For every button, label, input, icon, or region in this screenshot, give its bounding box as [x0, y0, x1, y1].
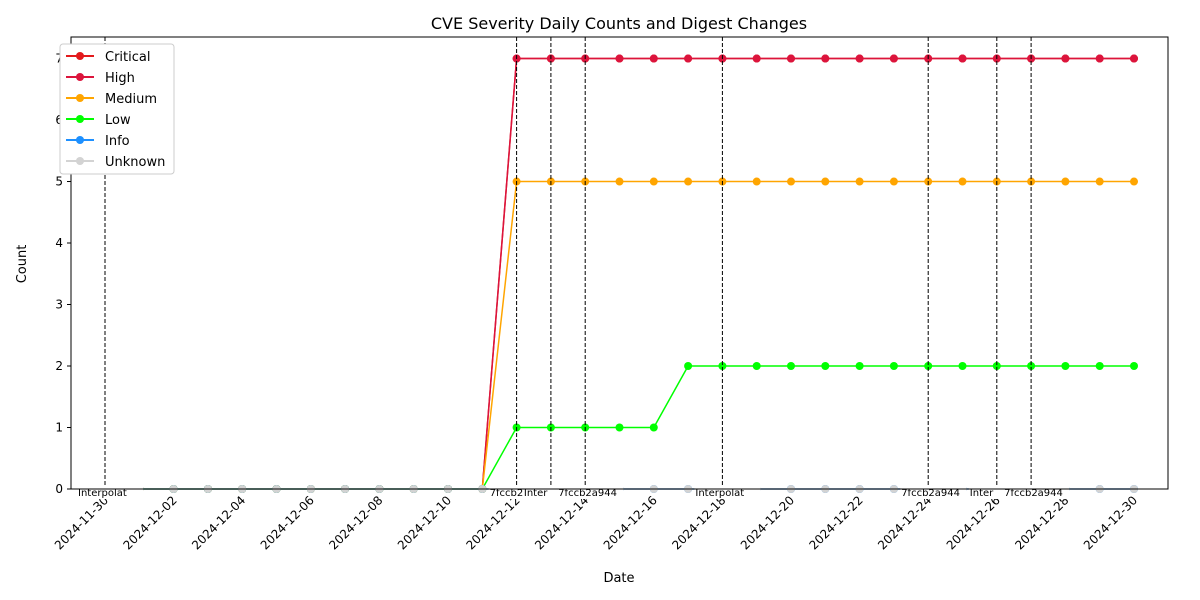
legend-label: Critical: [105, 50, 150, 65]
legend-label: Medium: [105, 92, 157, 107]
data-point-high: [1095, 54, 1104, 63]
data-point-medium: [821, 177, 830, 186]
data-point-high: [649, 54, 658, 63]
data-point-high: [855, 54, 864, 63]
digest-change-label: 7fccb2: [490, 488, 524, 499]
y-tick-label: 2: [55, 359, 63, 373]
data-point-high: [958, 54, 967, 63]
x-tick-label: 2024-12-16: [601, 493, 660, 552]
data-point-low: [855, 362, 864, 371]
x-axis-label: Date: [603, 571, 634, 586]
legend-label: Info: [105, 134, 130, 149]
y-tick-label: 3: [55, 298, 63, 312]
data-point-medium: [1095, 177, 1104, 186]
data-point-high: [787, 54, 795, 63]
data-point-medium: [649, 177, 658, 186]
x-tick-label: 2024-12-08: [326, 493, 385, 552]
x-tick-label: 2024-12-10: [395, 493, 454, 552]
data-point-medium: [1061, 177, 1070, 186]
data-point-low: [1061, 362, 1070, 371]
legend-marker: [76, 52, 84, 60]
digest-change-label: Interpolat: [695, 488, 744, 499]
x-tick-label: 2024-12-22: [807, 493, 866, 552]
data-point-low: [718, 362, 727, 371]
data-point-high: [821, 54, 830, 63]
data-point-medium: [684, 177, 693, 186]
legend: Critical High Medium Low Info Unknown: [59, 43, 175, 175]
plot-frame: [70, 36, 1169, 490]
data-point-high: [889, 54, 898, 63]
data-point-medium: [958, 177, 967, 186]
data-point-low: [684, 362, 693, 371]
data-point-low: [821, 362, 830, 371]
data-point-high: [615, 54, 624, 63]
digest-change-label: 7fccb2a944: [1004, 488, 1063, 499]
data-point-low: [752, 362, 761, 371]
y-tick-label: 1: [55, 421, 63, 435]
data-point-low: [1027, 362, 1036, 371]
digest-change-label: Inter: [970, 488, 994, 499]
legend-marker: [76, 136, 84, 144]
x-tick-label: 2024-12-14: [532, 493, 591, 552]
digest-change-label: 7fccb2a944: [558, 488, 617, 499]
data-point-low: [924, 362, 933, 371]
series-line-medium: [105, 180, 1134, 490]
data-point-medium: [889, 177, 898, 186]
data-point-low: [1130, 362, 1138, 371]
legend-marker: [76, 157, 84, 165]
y-tick-label: 5: [55, 175, 63, 189]
legend-marker: [76, 94, 84, 102]
x-tick-label: 2024-12-20: [738, 493, 797, 552]
digest-change-label: Interpolat: [78, 488, 127, 499]
x-tick-label: 2024-12-24: [875, 493, 934, 552]
x-tick-label: 2024-12-06: [258, 493, 317, 552]
x-tick-label: 2024-12-28: [1012, 493, 1071, 552]
data-point-low: [787, 362, 795, 371]
data-point-low: [889, 362, 898, 371]
x-tick-label: 2024-12-02: [121, 493, 180, 552]
x-tick-label: 2024-12-26: [944, 493, 1003, 552]
data-point-medium: [855, 177, 864, 186]
data-point-low: [615, 423, 624, 432]
legend-marker: [76, 115, 84, 123]
y-tick-label: 0: [55, 482, 63, 496]
x-tick-label: 2024-12-12: [464, 493, 523, 552]
data-point-low: [958, 362, 967, 371]
digest-change-label: Inter: [524, 488, 548, 499]
data-point-high: [1061, 54, 1070, 63]
x-tick-label: 2024-12-04: [189, 493, 248, 552]
y-axis-label: Count: [15, 245, 30, 284]
data-point-high: [684, 54, 693, 63]
data-point-medium: [752, 177, 761, 186]
data-point-medium: [615, 177, 624, 186]
data-point-low: [992, 362, 1001, 371]
data-point-low: [1095, 362, 1104, 371]
x-tick-label: 2024-11-30: [52, 493, 111, 552]
legend-label: Unknown: [105, 155, 165, 170]
data-point-medium: [787, 177, 795, 186]
chart-title: CVE Severity Daily Counts and Digest Cha…: [431, 14, 807, 33]
legend-label: High: [105, 71, 135, 86]
y-tick-label: 7: [55, 52, 63, 66]
digest-change-label: 7fccb2a944: [901, 488, 960, 499]
x-tick-label: 2024-12-30: [1081, 493, 1140, 552]
data-point-high: [1130, 54, 1138, 63]
x-tick-label: 2024-12-18: [669, 493, 728, 552]
data-point-low: [649, 423, 658, 432]
legend-label: Low: [105, 113, 131, 128]
legend-marker: [76, 73, 84, 81]
y-tick-label: 4: [55, 236, 63, 250]
y-tick-label: 6: [55, 113, 63, 127]
data-point-medium: [1130, 177, 1138, 186]
data-point-high: [752, 54, 761, 63]
